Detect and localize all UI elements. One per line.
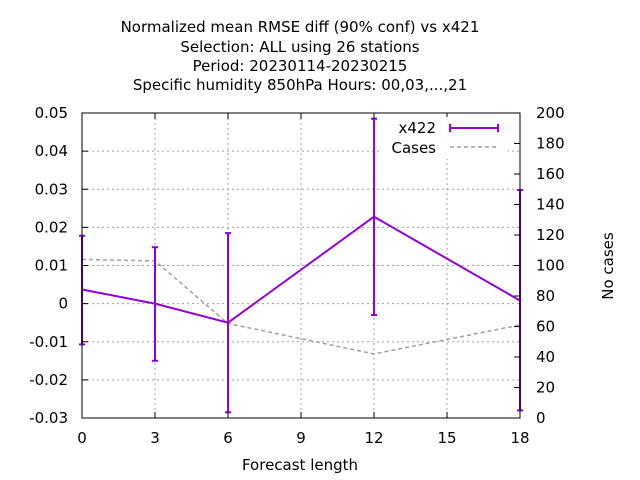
x-tick-label: 0 [77, 429, 87, 447]
y-tick-label: -0.02 [29, 371, 68, 389]
title-line-4: Specific humidity 850hPa Hours: 00,03,..… [133, 76, 467, 94]
title-line-3: Period: 20230114-20230215 [193, 57, 408, 75]
chart-title: Normalized mean RMSE diff (90% conf) vs … [121, 18, 480, 94]
y2-tick-label: 80 [536, 287, 555, 305]
y-tick-label: 0.03 [35, 180, 68, 198]
title-line-1: Normalized mean RMSE diff (90% conf) vs … [121, 18, 480, 36]
legend: x422 Cases [382, 117, 508, 159]
x-tick-label: 9 [296, 429, 306, 447]
y-tick-label: 0.02 [35, 218, 68, 236]
y2-tick-label: 40 [536, 348, 555, 366]
y2-tick-labels: 0 20 40 60 80 100 120 140 160 180 200 [536, 104, 565, 427]
legend-symbol-x422 [449, 124, 499, 132]
y2-tick-label: 140 [536, 196, 565, 214]
legend-label-cases: Cases [391, 139, 436, 157]
x-axis-label: Forecast length [242, 456, 358, 474]
title-line-2: Selection: ALL using 26 stations [180, 38, 419, 56]
y-tick-labels: -0.03 -0.02 -0.01 0 0.01 0.02 0.03 0.04 0.05 [29, 104, 68, 427]
y-tick-label: 0 [58, 295, 68, 313]
y-tick-label: -0.03 [29, 409, 68, 427]
y-tick-label: 0.01 [35, 257, 68, 275]
y2-tick-label: 0 [536, 409, 546, 427]
y-tick-label: 0.04 [35, 142, 68, 160]
x422-line [81, 215, 521, 324]
y2-axis-label: No cases [599, 232, 617, 300]
y2-tick-label: 60 [536, 318, 555, 336]
y2-tick-label: 100 [536, 257, 565, 275]
x-tick-label: 12 [364, 429, 383, 447]
axis-ticks [81, 112, 521, 419]
legend-label-x422: x422 [398, 119, 436, 137]
x-tick-label: 6 [223, 429, 233, 447]
y2-tick-label: 160 [536, 165, 565, 183]
y2-tick-label: 20 [536, 379, 555, 397]
x-tick-label: 3 [150, 429, 160, 447]
y-tick-label: -0.01 [29, 333, 68, 351]
y2-tick-label: 180 [536, 135, 565, 153]
y2-tick-label: 200 [536, 104, 565, 122]
x-tick-label: 15 [437, 429, 456, 447]
x-tick-labels: 0 3 6 9 12 15 18 [77, 429, 529, 447]
y-tick-label: 0.05 [35, 104, 68, 122]
y2-tick-label: 120 [536, 226, 565, 244]
x-tick-label: 18 [510, 429, 529, 447]
